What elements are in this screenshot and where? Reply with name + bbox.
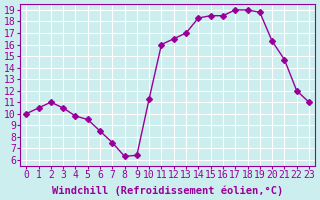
X-axis label: Windchill (Refroidissement éolien,°C): Windchill (Refroidissement éolien,°C): [52, 185, 283, 196]
